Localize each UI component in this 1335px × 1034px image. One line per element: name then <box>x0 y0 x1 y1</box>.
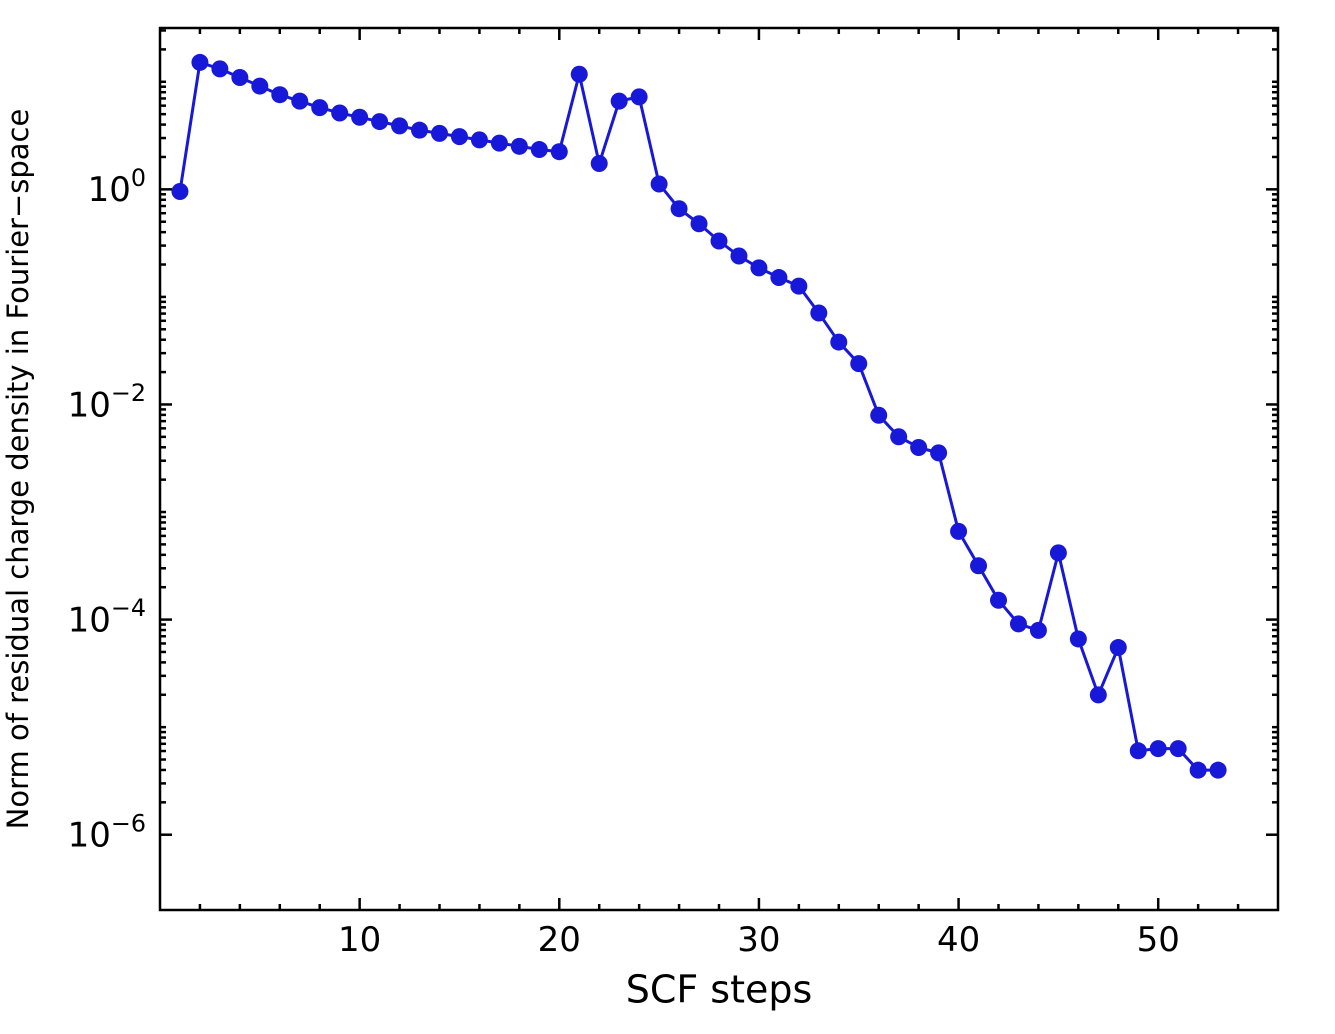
x-tick-label: 20 <box>538 920 581 960</box>
series-marker <box>451 128 468 145</box>
series-marker <box>571 66 588 83</box>
series-marker <box>730 248 747 265</box>
x-tick-label: 30 <box>737 920 780 960</box>
series-marker <box>491 135 508 152</box>
series-marker <box>1150 740 1167 757</box>
series-marker <box>711 232 728 249</box>
series-marker <box>1030 622 1047 639</box>
series-marker <box>930 444 947 461</box>
x-axis-label: SCF steps <box>626 967 813 1011</box>
series-marker <box>850 355 867 372</box>
series-marker <box>411 122 428 139</box>
series-marker <box>251 78 268 95</box>
series-marker <box>750 259 767 276</box>
series-marker <box>1210 762 1227 779</box>
y-axis-label: Norm of residual charge density in Fouri… <box>1 109 35 830</box>
series-marker <box>770 269 787 286</box>
series-marker <box>311 99 328 116</box>
series-marker <box>1130 742 1147 759</box>
y-tick-label: 10−2 <box>68 379 146 425</box>
series-marker <box>990 592 1007 609</box>
series-marker <box>1010 615 1027 632</box>
series-line <box>180 62 1218 770</box>
series-marker <box>1170 740 1187 757</box>
series-marker <box>171 183 188 200</box>
series-marker <box>191 54 208 71</box>
series-marker <box>351 109 368 126</box>
scf-convergence-chart: 10 20 30 40 50 10−6 10−4 10−2 100 SCF steps Norm o… <box>0 0 1335 1034</box>
series-marker <box>631 88 648 105</box>
series-marker <box>211 60 228 77</box>
chart-svg: 10 20 30 40 50 10−6 10−4 10−2 100 SCF steps Norm o… <box>0 0 1335 1034</box>
series-marker <box>291 93 308 110</box>
x-tick-label: 40 <box>937 920 980 960</box>
y-tick-label: 10−4 <box>68 594 146 640</box>
series-marker <box>790 278 807 295</box>
series-marker <box>231 69 248 86</box>
series-marker <box>1050 544 1067 561</box>
series-marker <box>531 141 548 158</box>
series-marker <box>970 557 987 574</box>
series-marker <box>691 215 708 232</box>
series-marker <box>870 407 887 424</box>
x-tick-label: 10 <box>338 920 381 960</box>
series-marker <box>431 125 448 142</box>
y-tick-label: 10−6 <box>68 809 146 855</box>
series-marker <box>511 138 528 155</box>
series-marker <box>651 175 668 192</box>
series-marker <box>551 143 568 160</box>
series-marker <box>830 334 847 351</box>
series-marker <box>1190 762 1207 779</box>
series-marker <box>471 131 488 148</box>
series-marker <box>810 305 827 322</box>
series-marker <box>391 117 408 134</box>
series-marker <box>1110 639 1127 656</box>
x-tick-label: 50 <box>1137 920 1180 960</box>
series-marker <box>371 113 388 130</box>
y-tick-label: 100 <box>88 164 146 210</box>
series-marker <box>1090 686 1107 703</box>
series-marker <box>611 93 628 110</box>
series-marker <box>950 523 967 540</box>
series-marker <box>1070 630 1087 647</box>
series-marker <box>331 104 348 121</box>
plot-frame <box>160 28 1278 910</box>
series-marker <box>910 439 927 456</box>
series-marker <box>591 155 608 172</box>
series-marker <box>271 86 288 103</box>
series-marker <box>671 200 688 217</box>
series-marker <box>890 428 907 445</box>
